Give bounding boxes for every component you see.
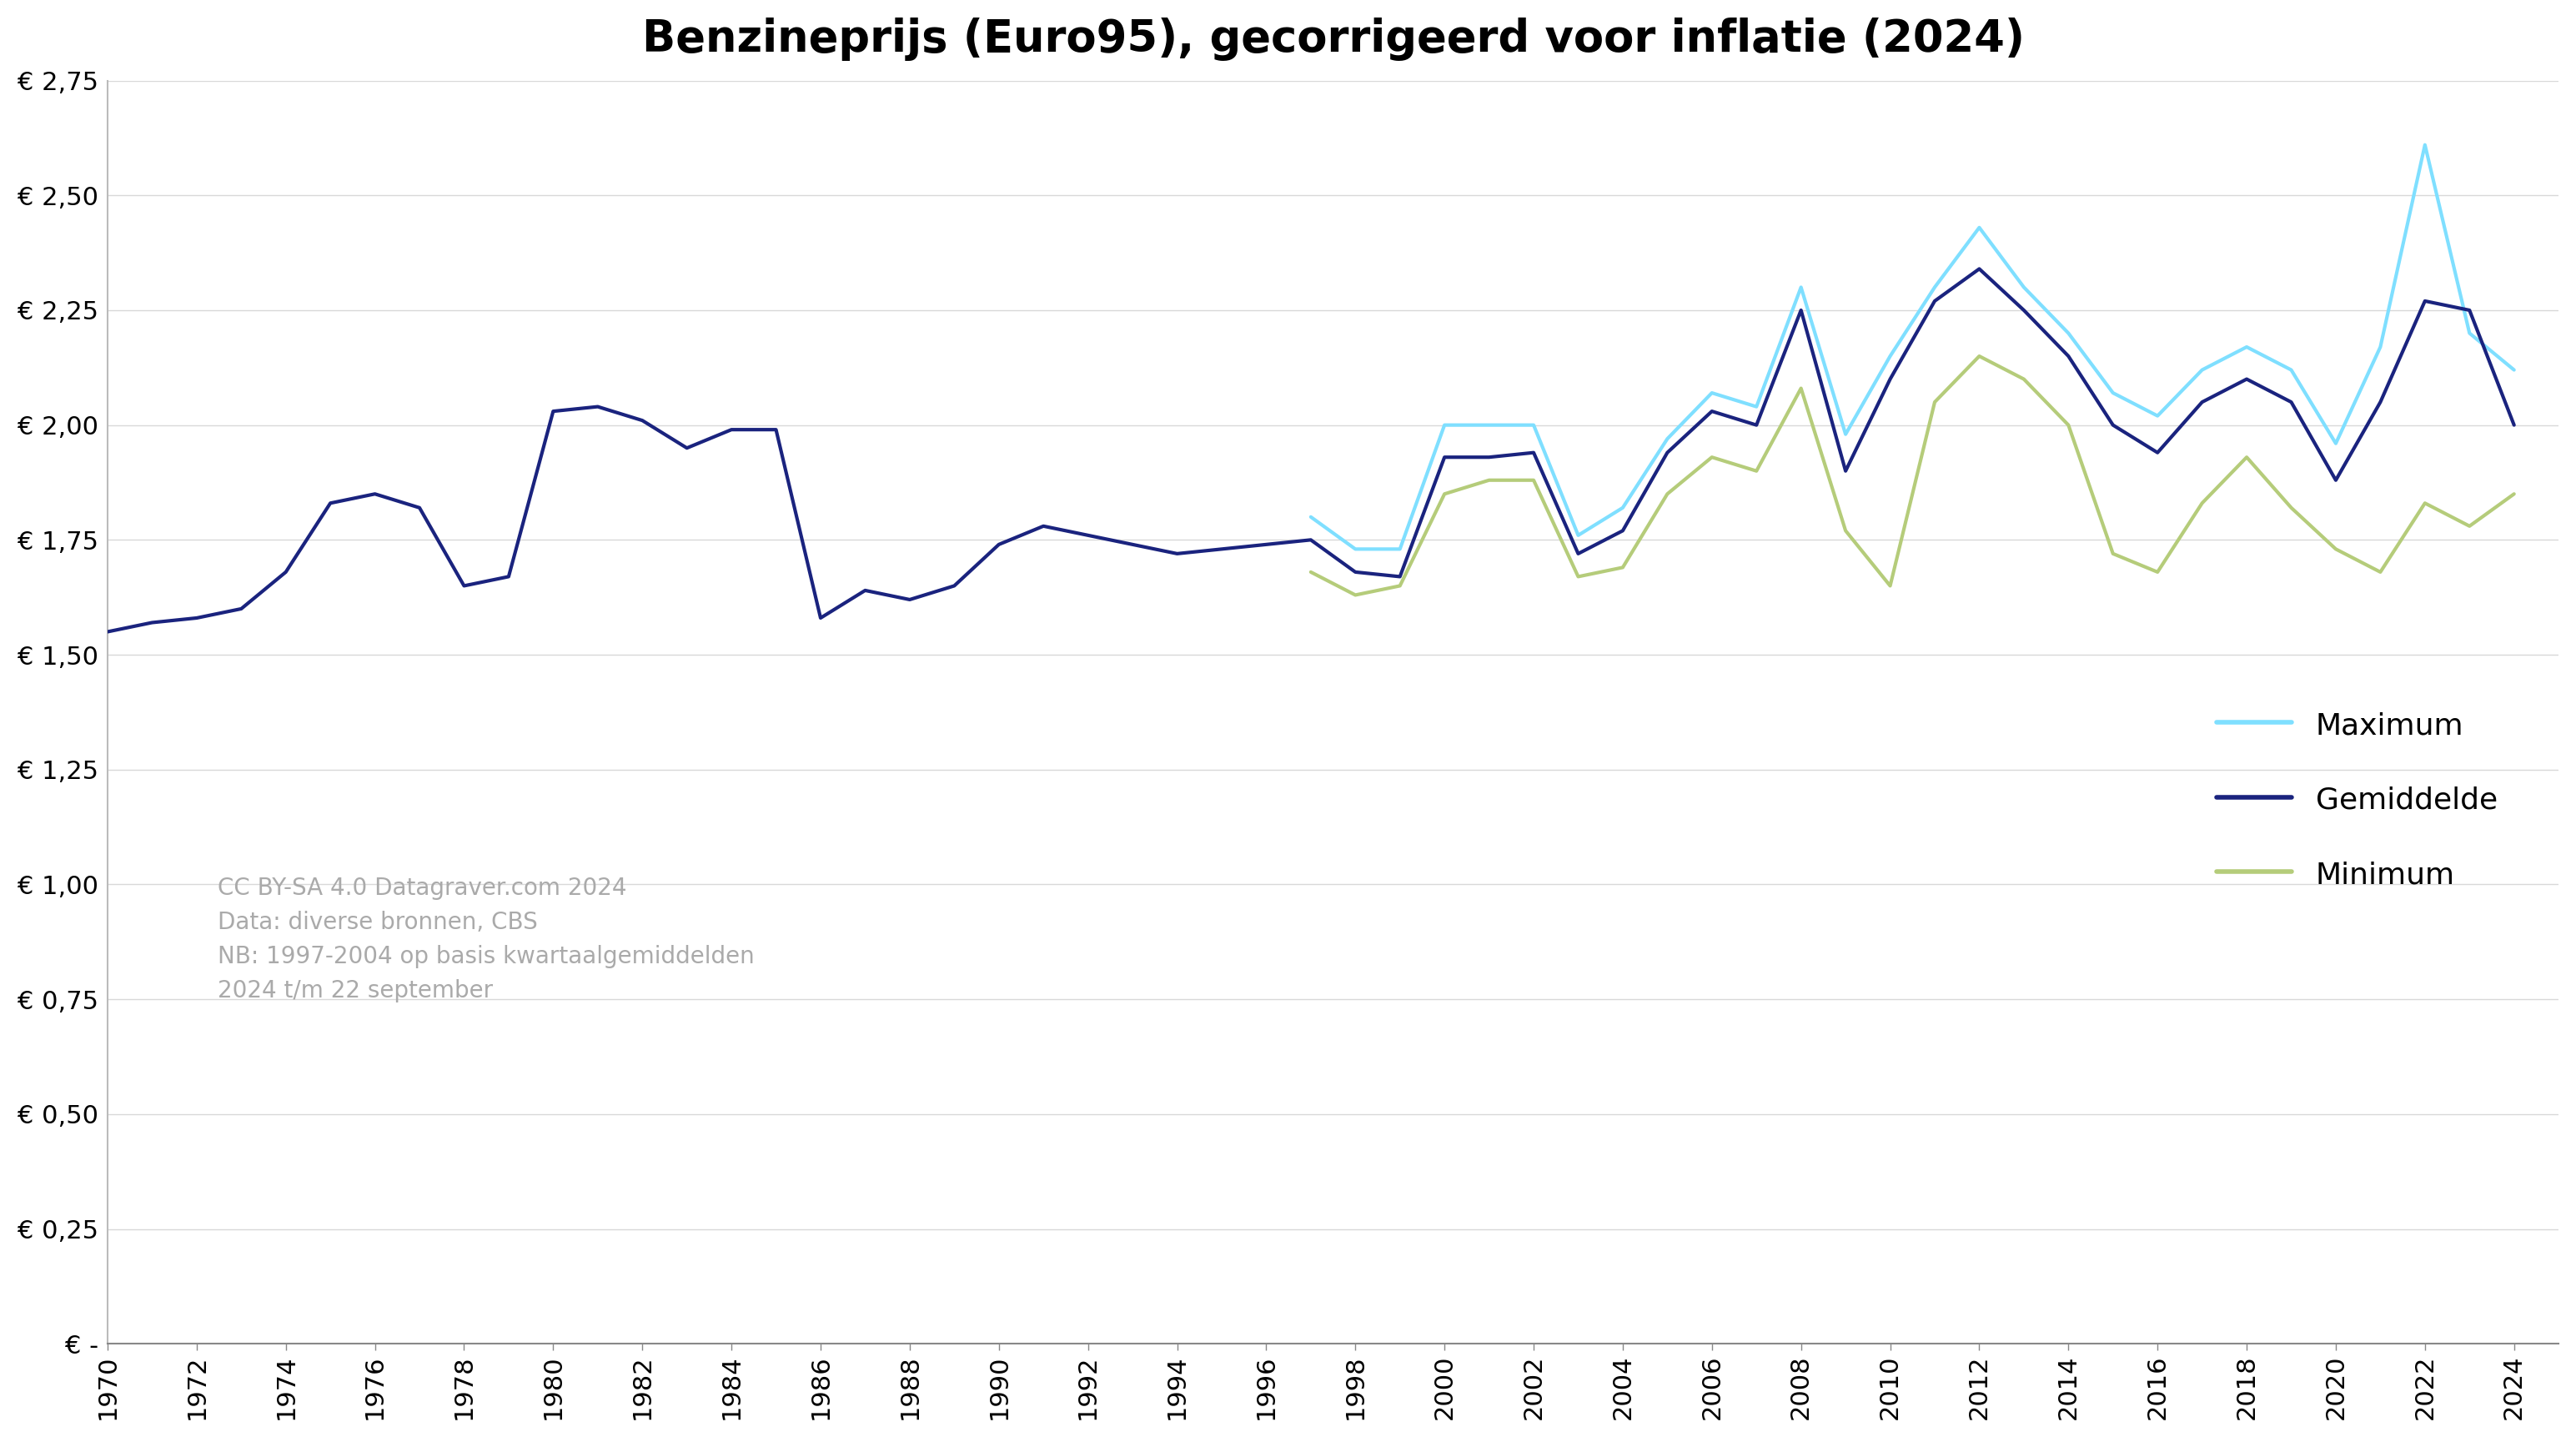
- Gemiddelde: [2455, 302, 2486, 319]
- Minimum: [2365, 563, 2396, 581]
- Minimum: [1607, 559, 1638, 576]
- Gemiddelde: [672, 440, 703, 457]
- Maximum: [1340, 540, 1370, 558]
- Minimum: [1919, 394, 1950, 411]
- Minimum: [1785, 379, 1816, 397]
- Maximum: [1607, 499, 1638, 516]
- Minimum: [2455, 517, 2486, 535]
- Minimum: [2053, 417, 2084, 434]
- Maximum: [1698, 384, 1728, 401]
- Gemiddelde: [984, 536, 1015, 553]
- Minimum: [2143, 563, 2174, 581]
- Minimum: [1829, 522, 1860, 539]
- Maximum: [1473, 417, 1504, 434]
- Gemiddelde: [538, 402, 569, 420]
- Minimum: [1340, 586, 1370, 604]
- Text: CC BY-SA 4.0 Datagraver.com 2024
Data: diverse bronnen, CBS
NB: 1997-2004 op bas: CC BY-SA 4.0 Datagraver.com 2024 Data: d…: [219, 877, 755, 1003]
- Minimum: [1741, 463, 1772, 480]
- Minimum: [2499, 486, 2530, 503]
- Maximum: [1517, 417, 1548, 434]
- Minimum: [1383, 578, 1414, 595]
- Minimum: [1651, 486, 1682, 503]
- Maximum: [1785, 279, 1816, 296]
- Maximum: [2275, 361, 2306, 378]
- Line: Maximum: Maximum: [1311, 145, 2514, 549]
- Gemiddelde: [1963, 260, 1994, 277]
- Minimum: [2409, 494, 2439, 512]
- Maximum: [1741, 398, 1772, 415]
- Maximum: [1829, 425, 1860, 443]
- Gemiddelde: [2275, 394, 2306, 411]
- Minimum: [1963, 348, 1994, 365]
- Maximum: [2455, 325, 2486, 342]
- Line: Minimum: Minimum: [1311, 356, 2514, 595]
- Maximum: [2499, 361, 2530, 378]
- Minimum: [2231, 448, 2262, 466]
- Legend: Maximum, Gemiddelde, Minimum: Maximum, Gemiddelde, Minimum: [2205, 698, 2509, 901]
- Gemiddelde: [93, 624, 124, 641]
- Maximum: [2231, 338, 2262, 355]
- Maximum: [2009, 279, 2040, 296]
- Maximum: [2053, 325, 2084, 342]
- Minimum: [1430, 486, 1461, 503]
- Maximum: [1919, 279, 1950, 296]
- Minimum: [1564, 568, 1595, 585]
- Maximum: [2187, 361, 2218, 378]
- Minimum: [2321, 540, 2352, 558]
- Maximum: [2097, 384, 2128, 401]
- Minimum: [1473, 471, 1504, 489]
- Minimum: [2097, 545, 2128, 562]
- Title: Benzineprijs (Euro95), gecorrigeerd voor inflatie (2024): Benzineprijs (Euro95), gecorrigeerd voor…: [641, 17, 2025, 60]
- Maximum: [2321, 435, 2352, 453]
- Line: Gemiddelde: Gemiddelde: [108, 269, 2514, 632]
- Minimum: [1296, 563, 1327, 581]
- Maximum: [2143, 407, 2174, 424]
- Maximum: [1875, 348, 1906, 365]
- Maximum: [1963, 218, 1994, 236]
- Gemiddelde: [2499, 417, 2530, 434]
- Minimum: [2009, 371, 2040, 388]
- Maximum: [2365, 338, 2396, 355]
- Maximum: [1651, 430, 1682, 447]
- Minimum: [2187, 494, 2218, 512]
- Minimum: [1517, 471, 1548, 489]
- Minimum: [2275, 499, 2306, 516]
- Maximum: [1383, 540, 1414, 558]
- Maximum: [1430, 417, 1461, 434]
- Maximum: [1564, 527, 1595, 545]
- Maximum: [1296, 509, 1327, 526]
- Minimum: [1875, 578, 1906, 595]
- Gemiddelde: [361, 486, 392, 503]
- Maximum: [2409, 137, 2439, 154]
- Minimum: [1698, 448, 1728, 466]
